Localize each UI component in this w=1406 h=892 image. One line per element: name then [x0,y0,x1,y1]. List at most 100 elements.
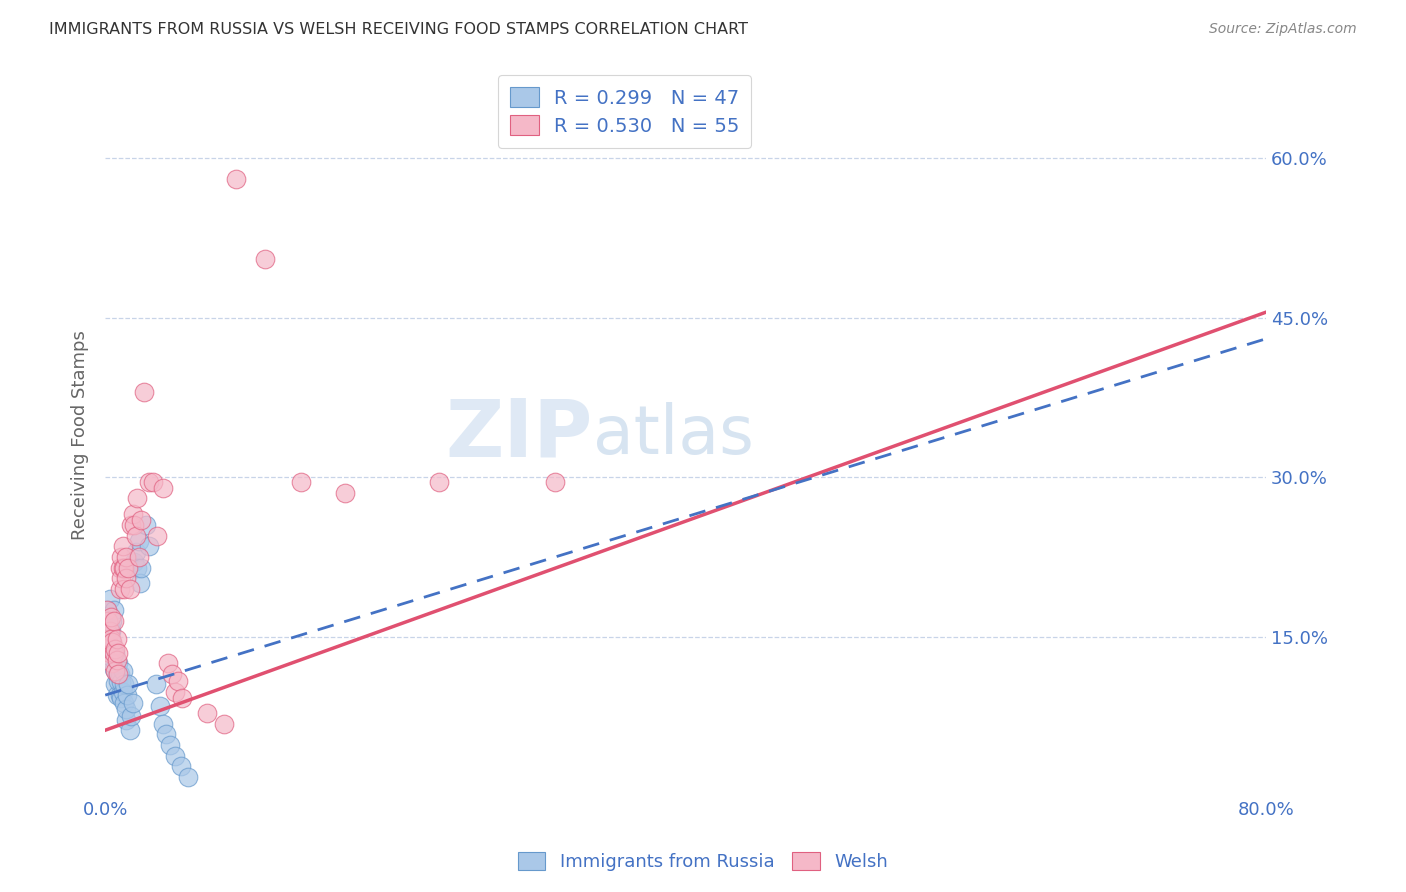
Point [149,698,172,713]
Point [333,486,356,500]
Point [127,491,149,506]
Point [118,723,141,738]
Point [105,688,128,702]
Point [163,685,186,699]
Point [98,619,121,633]
Point [110,675,132,690]
Point [104,642,127,657]
Text: ZIP: ZIP [446,395,593,474]
Point [124,528,146,542]
Point [110,691,132,706]
Point [544,475,567,490]
Point [138,539,160,553]
Point [127,560,149,574]
Y-axis label: Receiving Food Stamps: Receiving Food Stamps [72,330,89,540]
Point [169,759,191,773]
Point [427,475,450,490]
Point [105,632,128,646]
Point [253,252,276,266]
Point [120,518,142,533]
Point [152,716,174,731]
Point [110,571,132,585]
Point [98,646,121,660]
Point [105,653,128,667]
Point [131,513,153,527]
Point [155,727,177,741]
Point [156,657,179,671]
Point [108,688,131,702]
Point [152,481,174,495]
Point [121,508,143,522]
Point [104,646,127,660]
Point [118,582,141,596]
Point [112,696,135,710]
Legend: Immigrants from Russia, Welsh: Immigrants from Russia, Welsh [510,845,896,879]
Point [96,603,118,617]
Point [129,576,152,591]
Point [135,518,157,533]
Point [107,646,129,660]
Point [112,560,135,574]
Point [97,640,120,655]
Point [100,610,122,624]
Point [112,582,135,596]
Point [96,603,118,617]
Point [117,560,139,574]
Text: atlas: atlas [593,401,754,467]
Point [104,664,127,678]
Point [101,657,124,671]
Point [117,677,139,691]
Point [128,549,150,564]
Point [101,635,124,649]
Point [107,674,129,689]
Point [115,688,138,702]
Point [290,475,312,490]
Point [177,770,200,784]
Point [120,709,142,723]
Point [96,624,118,639]
Point [111,685,134,699]
Point [100,624,122,639]
Point [131,560,153,574]
Point [172,691,194,706]
Point [108,582,131,596]
Text: IMMIGRANTS FROM RUSSIA VS WELSH RECEIVING FOOD STAMPS CORRELATION CHART: IMMIGRANTS FROM RUSSIA VS WELSH RECEIVIN… [49,22,748,37]
Point [112,677,135,691]
Point [114,702,136,716]
Point [114,571,136,585]
Point [212,716,235,731]
Text: Source: ZipAtlas.com: Source: ZipAtlas.com [1209,22,1357,37]
Point [128,533,150,548]
Point [138,475,160,490]
Point [100,635,122,649]
Point [122,555,145,569]
Point [225,172,247,186]
Point [97,635,120,649]
Point [108,560,131,574]
Point [134,384,156,399]
Point [111,539,134,553]
Point [103,646,125,660]
Point [146,528,169,542]
Point [98,592,121,607]
Point [111,560,134,574]
Point [122,518,145,533]
Point [98,624,121,639]
Point [110,549,132,564]
Point [107,666,129,681]
Point [100,632,122,646]
Point [97,614,120,628]
Point [105,666,128,681]
Point [121,696,143,710]
Point [160,666,183,681]
Point [159,738,181,752]
Point [104,677,127,691]
Legend: R = 0.299   N = 47, R = 0.530   N = 55: R = 0.299 N = 47, R = 0.530 N = 55 [498,76,751,148]
Point [114,713,136,727]
Point [103,661,125,675]
Point [142,475,165,490]
Point [145,677,167,691]
Point [103,603,125,617]
Point [163,748,186,763]
Point [114,549,136,564]
